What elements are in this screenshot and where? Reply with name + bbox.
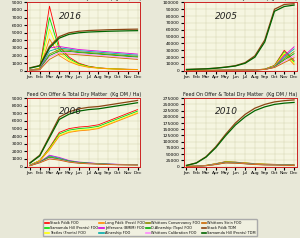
Text: 2010: 2010 (215, 107, 238, 116)
Text: 2006: 2006 (58, 107, 82, 116)
Text: 2016: 2016 (58, 12, 82, 20)
Title: Feed On Offer & Total Dry Matter  (Kg DM / Ha): Feed On Offer & Total Dry Matter (Kg DM … (27, 0, 141, 1)
Text: 2005: 2005 (215, 12, 238, 20)
Legend: Stack Pddk FOO, Samamda Hill (Fronts) FOO, Textles (Fronts) FOO, Long Pddk (Fros: Stack Pddk FOO, Samamda Hill (Fronts) FO… (44, 219, 256, 236)
Title: Feed On Offer & Total Dry Matter  (Kg DM / Ha): Feed On Offer & Total Dry Matter (Kg DM … (27, 92, 141, 97)
Title: Feed On Offer & Total Dry Matter  (Kg DM / Ha): Feed On Offer & Total Dry Matter (Kg DM … (183, 92, 297, 97)
Title: Feed On Offer & Total Dry Matter  (Kg DM / Ha): Feed On Offer & Total Dry Matter (Kg DM … (183, 0, 297, 1)
